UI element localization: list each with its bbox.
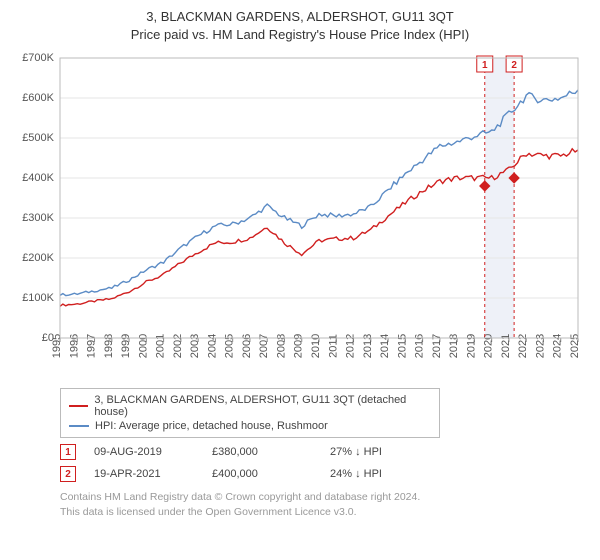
footer-attribution: Contains HM Land Registry data © Crown c…: [60, 490, 588, 518]
y-axis-label: £400K: [22, 172, 54, 184]
marker-row: 1 09-AUG-2019 £380,000 27% ↓ HPI: [60, 444, 588, 460]
y-axis-label: £600K: [22, 92, 54, 104]
x-axis-label: 2021: [500, 334, 512, 358]
x-axis-label: 2010: [310, 334, 322, 358]
x-axis-label: 2012: [345, 334, 357, 358]
marker-price: £380,000: [212, 446, 312, 458]
marker-delta: 24% ↓ HPI: [330, 468, 430, 480]
marker-row: 2 19-APR-2021 £400,000 24% ↓ HPI: [60, 466, 588, 482]
y-axis-label: £300K: [22, 212, 54, 224]
marker-price: £400,000: [212, 468, 312, 480]
legend: 3, BLACKMAN GARDENS, ALDERSHOT, GU11 3QT…: [60, 388, 440, 438]
x-axis-label: 2009: [293, 334, 305, 358]
x-axis-label: 2023: [534, 334, 546, 358]
x-axis-label: 2013: [362, 334, 374, 358]
x-axis-label: 2014: [379, 334, 391, 358]
x-axis-label: 2008: [275, 334, 287, 358]
y-axis-label: £200K: [22, 252, 54, 264]
marker-badge: 1: [60, 444, 76, 460]
x-axis-label: 2007: [258, 334, 270, 358]
chart-title-line1: 3, BLACKMAN GARDENS, ALDERSHOT, GU11 3QT: [12, 8, 588, 26]
legend-item: HPI: Average price, detached house, Rush…: [69, 419, 431, 433]
legend-swatch: [69, 425, 89, 427]
x-axis-label: 2004: [206, 334, 218, 358]
x-axis-label: 1997: [86, 334, 98, 358]
legend-item: 3, BLACKMAN GARDENS, ALDERSHOT, GU11 3QT…: [69, 393, 431, 419]
x-axis-label: 2018: [448, 334, 460, 358]
x-axis-label: 2015: [396, 334, 408, 358]
x-axis-label: 2016: [414, 334, 426, 358]
marker-flag: 1: [482, 60, 488, 71]
x-axis-label: 2000: [137, 334, 149, 358]
legend-swatch: [69, 405, 88, 407]
x-axis-label: 2020: [483, 334, 495, 358]
x-axis-label: 2025: [569, 334, 581, 358]
marker-date: 09-AUG-2019: [94, 446, 194, 458]
marker-delta: 27% ↓ HPI: [330, 446, 430, 458]
y-axis-label: £100K: [22, 292, 54, 304]
chart-title-line2: Price paid vs. HM Land Registry's House …: [12, 26, 588, 44]
footer-line2: This data is licensed under the Open Gov…: [60, 505, 588, 519]
x-axis-label: 2001: [155, 334, 167, 358]
x-axis-label: 2006: [241, 334, 253, 358]
x-axis-label: 1995: [51, 334, 63, 358]
chart-area: £0£100K£200K£300K£400K£500K£600K£700K199…: [12, 50, 588, 380]
legend-label: HPI: Average price, detached house, Rush…: [95, 420, 328, 432]
x-axis-label: 2002: [172, 334, 184, 358]
x-axis-label: 2003: [189, 334, 201, 358]
marker-badge: 2: [60, 466, 76, 482]
x-axis-label: 1996: [68, 334, 80, 358]
x-axis-label: 1999: [120, 334, 132, 358]
y-axis-label: £500K: [22, 132, 54, 144]
legend-label: 3, BLACKMAN GARDENS, ALDERSHOT, GU11 3QT…: [94, 394, 431, 418]
x-axis-label: 2022: [517, 334, 529, 358]
x-axis-label: 2024: [552, 334, 564, 358]
x-axis-label: 2005: [224, 334, 236, 358]
marker-date: 19-APR-2021: [94, 468, 194, 480]
x-axis-label: 2017: [431, 334, 443, 358]
x-axis-label: 1998: [103, 334, 115, 358]
y-axis-label: £700K: [22, 52, 54, 64]
marker-flag: 2: [511, 60, 517, 71]
x-axis-label: 2019: [465, 334, 477, 358]
footer-line1: Contains HM Land Registry data © Crown c…: [60, 490, 588, 504]
